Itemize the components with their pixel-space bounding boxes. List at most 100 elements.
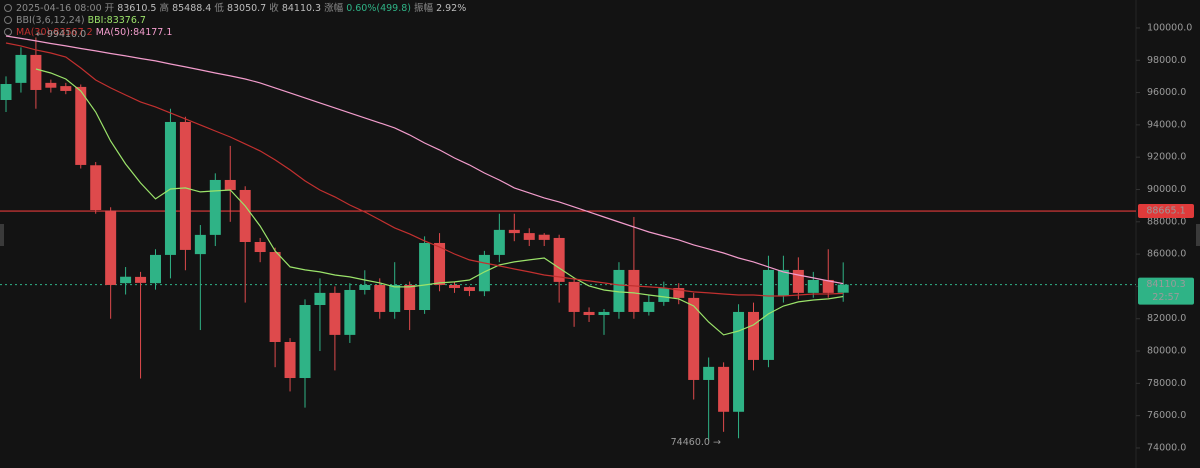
candle-body (209, 179, 221, 235)
candle-body (718, 366, 730, 412)
candle-body (60, 86, 72, 91)
candle-body (777, 269, 789, 296)
indicator-value: MA(50):84177.1 (96, 27, 173, 38)
candle-body (30, 54, 42, 90)
candle-body (643, 301, 655, 312)
candle-body (568, 281, 580, 312)
candle-body (224, 179, 236, 190)
candle-body (673, 288, 685, 298)
candle-body (254, 241, 266, 253)
level-price-label: 88665.1 (1146, 206, 1185, 217)
candle-body (628, 269, 640, 312)
candle-body (344, 289, 356, 335)
candle-body (807, 279, 819, 293)
last-price-box (1138, 277, 1194, 305)
candle-body (389, 284, 401, 312)
y-tick-label: 82000.0 (1147, 313, 1186, 324)
indicator-legend: MA(30):83567.2 MA(50):84177.1 (16, 27, 172, 38)
indicator-legend: BBI(3,6,12,24) BBI:83376.7 (16, 15, 146, 26)
indicator-line (5, 42, 844, 297)
right-handle[interactable] (1196, 224, 1200, 246)
candle-body (508, 229, 520, 234)
candle-body (45, 82, 57, 88)
candle-body (733, 311, 745, 412)
candle-body (404, 284, 416, 311)
candle-body (374, 284, 386, 312)
candle-body (792, 269, 804, 293)
y-tick-label: 80000.0 (1147, 346, 1186, 357)
candle-body (15, 54, 27, 83)
header-date: 2025-04-16 08:00 (16, 3, 102, 14)
last-price-label: 84110.3 (1146, 279, 1185, 290)
indicator-line (5, 35, 844, 285)
extreme-annotation: ← 99410.0 (36, 29, 86, 40)
candle-body (0, 84, 12, 100)
candle-body (135, 276, 147, 283)
candle-body (478, 254, 490, 292)
level-price-box (1138, 204, 1194, 219)
eye-icon (4, 16, 12, 24)
left-handle[interactable] (0, 224, 4, 246)
y-tick-label: 74000.0 (1147, 442, 1186, 453)
header-item-label: 高 (160, 2, 170, 14)
candle-body (105, 210, 117, 285)
candle-body (748, 311, 759, 360)
candle-body (284, 341, 296, 379)
candle-body (822, 279, 834, 293)
candle-body (553, 237, 565, 282)
eye-icon (4, 28, 12, 36)
header-ohlc: 2025-04-16 08:00 开 83610.5 高 85488.4 低 8… (16, 2, 466, 14)
extreme-annotation: 74460.0 → (671, 437, 721, 448)
candle-body (269, 252, 281, 342)
header-item-label: 开 (105, 3, 115, 14)
countdown-timer: 22:57 (1152, 292, 1179, 303)
candle-body (463, 287, 475, 291)
candle-body (194, 234, 206, 255)
header-item-label: 收 (269, 2, 279, 14)
y-tick-label: 96000.0 (1147, 87, 1186, 98)
candle-body (762, 269, 774, 360)
candle-body (75, 86, 87, 165)
header-item-value: 84110.3 (282, 3, 321, 14)
y-tick-label: 90000.0 (1147, 184, 1186, 195)
candle-body (688, 297, 700, 380)
candle-body (523, 233, 535, 240)
candle-body (837, 284, 849, 293)
header-item-label: 低 (214, 2, 224, 14)
indicator-value: BBI:83376.7 (88, 15, 146, 26)
settings-icon (4, 4, 12, 12)
candle-body (703, 366, 715, 380)
candle-body (538, 234, 550, 240)
y-tick-label: 78000.0 (1147, 378, 1186, 389)
candle-body (239, 189, 251, 242)
candle-body (658, 288, 670, 302)
y-tick-label: 86000.0 (1147, 249, 1186, 260)
candle-body (329, 292, 341, 335)
candle-body (583, 311, 595, 316)
y-tick-label: 76000.0 (1147, 410, 1186, 421)
y-tick-label: 98000.0 (1147, 55, 1186, 66)
indicator-line (35, 68, 844, 336)
candle-body (613, 269, 625, 312)
candle-body (598, 311, 610, 316)
indicator-name: BBI(3,6,12,24) (16, 15, 85, 26)
header-item-value: 85488.4 (172, 3, 211, 14)
header-item-value: 2.92% (436, 3, 466, 14)
candle-body (434, 242, 446, 285)
header-item-label: 涨幅 (324, 2, 344, 14)
candle-body (359, 284, 371, 290)
candle-body (90, 165, 102, 211)
y-tick-label: 92000.0 (1147, 152, 1186, 163)
candle-body (299, 304, 311, 379)
candle-body (419, 242, 431, 311)
header-item-value: 0.60%(499.8) (346, 3, 411, 14)
candle-body (179, 121, 191, 250)
header-item-label: 振幅 (414, 2, 434, 14)
header-item-value: 83050.7 (227, 3, 266, 14)
indicator-value: MA(30):83567.2 (16, 27, 93, 38)
y-tick-label: 88000.0 (1147, 216, 1186, 227)
y-tick-label: 100000.0 (1147, 22, 1192, 33)
header-item-value: 83610.5 (117, 3, 156, 14)
